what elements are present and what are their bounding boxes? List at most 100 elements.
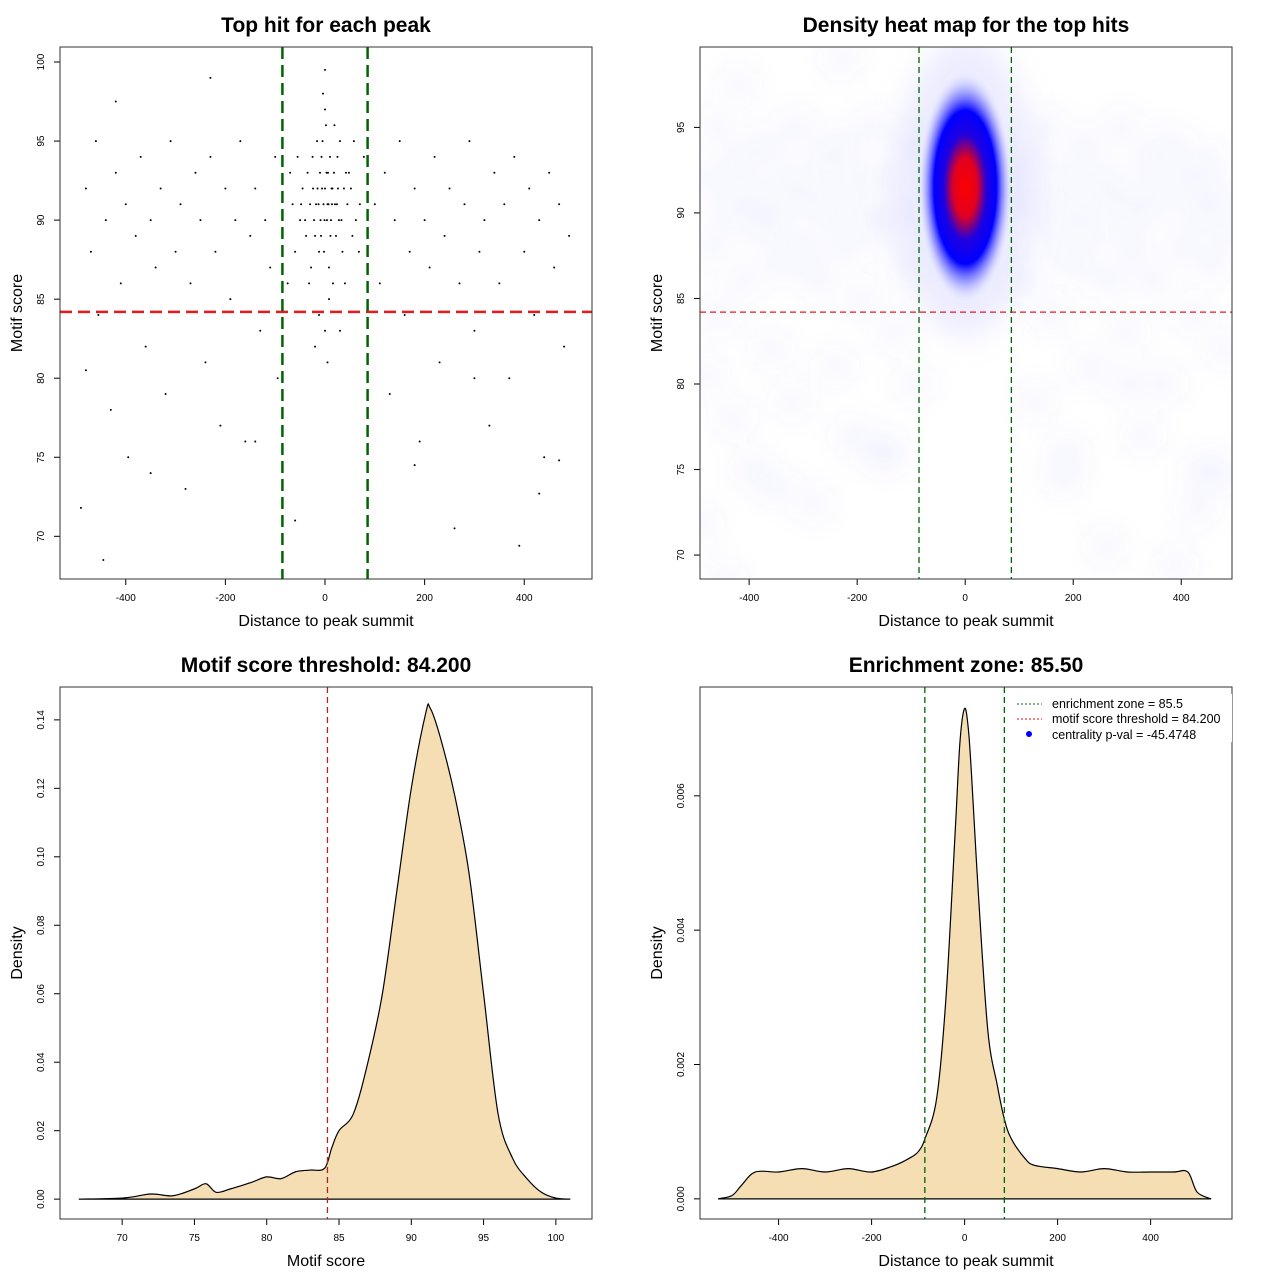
legend-box [1012, 694, 1232, 742]
y-tick-label: 80 [36, 372, 47, 384]
scatter-point [347, 171, 350, 174]
scatter-point [358, 203, 361, 206]
panel2-xlabel: Distance to peak summit [878, 613, 1054, 630]
heatmap-cell [794, 181, 823, 210]
heatmap-cell [1048, 464, 1077, 493]
scatter-point [443, 234, 446, 237]
x-tick-label: 0 [962, 593, 968, 604]
scatter-point [325, 171, 328, 174]
scatter-point [330, 203, 333, 206]
scatter-point [331, 282, 334, 285]
scatter-point [378, 282, 381, 285]
heatmap-cell [762, 472, 791, 501]
y-tick-label: 75 [36, 451, 47, 463]
panel4-ylabel: Density [649, 926, 666, 979]
scatter-point [453, 527, 456, 530]
heatmap-cell [1048, 164, 1077, 193]
scatter-point [329, 219, 332, 222]
x-tick-label: 100 [548, 1233, 565, 1244]
x-tick-label: 80 [261, 1233, 273, 1244]
x-tick-label: 70 [117, 1233, 129, 1244]
scatter-point [84, 187, 87, 190]
scatter-point [563, 345, 566, 348]
heatmap-cell [700, 233, 726, 262]
x-tick-label: 200 [416, 593, 433, 604]
x-tick-label: 95 [478, 1233, 490, 1244]
scatter-point [304, 219, 307, 222]
scatter-point [209, 155, 212, 158]
plot-frame [59, 46, 593, 580]
scatter-point [114, 100, 117, 103]
heatmap-cell [1140, 267, 1169, 296]
scatter-point [189, 282, 192, 285]
heatmap-cell [1183, 494, 1212, 523]
heatmap-cell [826, 130, 855, 159]
scatter-point [548, 171, 551, 174]
scatter-point [319, 171, 322, 174]
scatter-point [488, 424, 491, 427]
y-tick-label: 0.14 [36, 710, 47, 730]
heatmap-cell [859, 113, 888, 142]
heatmap-cell [702, 113, 731, 142]
scatter-point [508, 377, 511, 380]
scatter-point [97, 313, 100, 316]
scatter-point [473, 329, 476, 332]
y-tick-label: 75 [676, 464, 687, 476]
scatter-point [362, 155, 365, 158]
density-curve [78, 703, 571, 1200]
heatmap-cell [1205, 458, 1232, 487]
scatter-point [286, 282, 289, 285]
scatter-point [169, 140, 172, 143]
scatter-point [300, 203, 303, 206]
scatter-point [337, 219, 340, 222]
scatter-point [344, 171, 347, 174]
heatmap-cell [700, 510, 715, 539]
x-tick-label: 400 [1142, 1233, 1159, 1244]
heatmap-cell [713, 198, 742, 227]
x-tick-label: 75 [189, 1233, 201, 1244]
scatter-point [229, 298, 232, 301]
scatter-point [119, 282, 122, 285]
panel3-title: Motif score threshold: 84.200 [181, 654, 472, 677]
scatter-point [528, 187, 531, 190]
scatter-point [317, 203, 320, 206]
scatter-point [164, 393, 167, 396]
scatter-point [373, 203, 376, 206]
scatter-point [199, 219, 202, 222]
x-tick-label: 90 [406, 1233, 418, 1244]
panel1-plot: -400 -200 0 200 400 70 75 80 85 90 95 100 [36, 46, 593, 604]
heatmap-cell [718, 404, 747, 433]
scatter-point [428, 266, 431, 269]
scatter-point [352, 140, 355, 143]
scatter-point [498, 282, 501, 285]
panel2-title: Density heat map for the top hits [803, 14, 1130, 37]
heatmap-cell [1118, 233, 1147, 262]
x-tick-label: -200 [862, 1233, 882, 1244]
heatmap-cell [880, 318, 909, 347]
scatter-point [296, 155, 299, 158]
scatter-point [538, 219, 541, 222]
y-tick-label: 0.06 [36, 984, 47, 1004]
scatter-point [332, 171, 335, 174]
scatter-point [553, 266, 556, 269]
scatter-point [336, 187, 339, 190]
y-tick-label: 95 [36, 135, 47, 147]
scatter-point [254, 440, 257, 443]
scatter-point [89, 250, 92, 253]
scatter-point [139, 155, 142, 158]
scatter-point [308, 282, 311, 285]
scatter-point [309, 203, 312, 206]
scatter-point [324, 187, 327, 190]
scatter-point [334, 234, 337, 237]
scatter-point [124, 203, 127, 206]
scatter-point [324, 329, 327, 332]
heatmap-cell [875, 438, 904, 467]
scatter-point [219, 424, 222, 427]
y-tick-label: 90 [676, 207, 687, 219]
scatter-point [351, 234, 354, 237]
scatter-point [503, 203, 506, 206]
x-tick-label: 0 [322, 593, 328, 604]
scatter-point [294, 250, 297, 253]
scatter-point [342, 187, 345, 190]
